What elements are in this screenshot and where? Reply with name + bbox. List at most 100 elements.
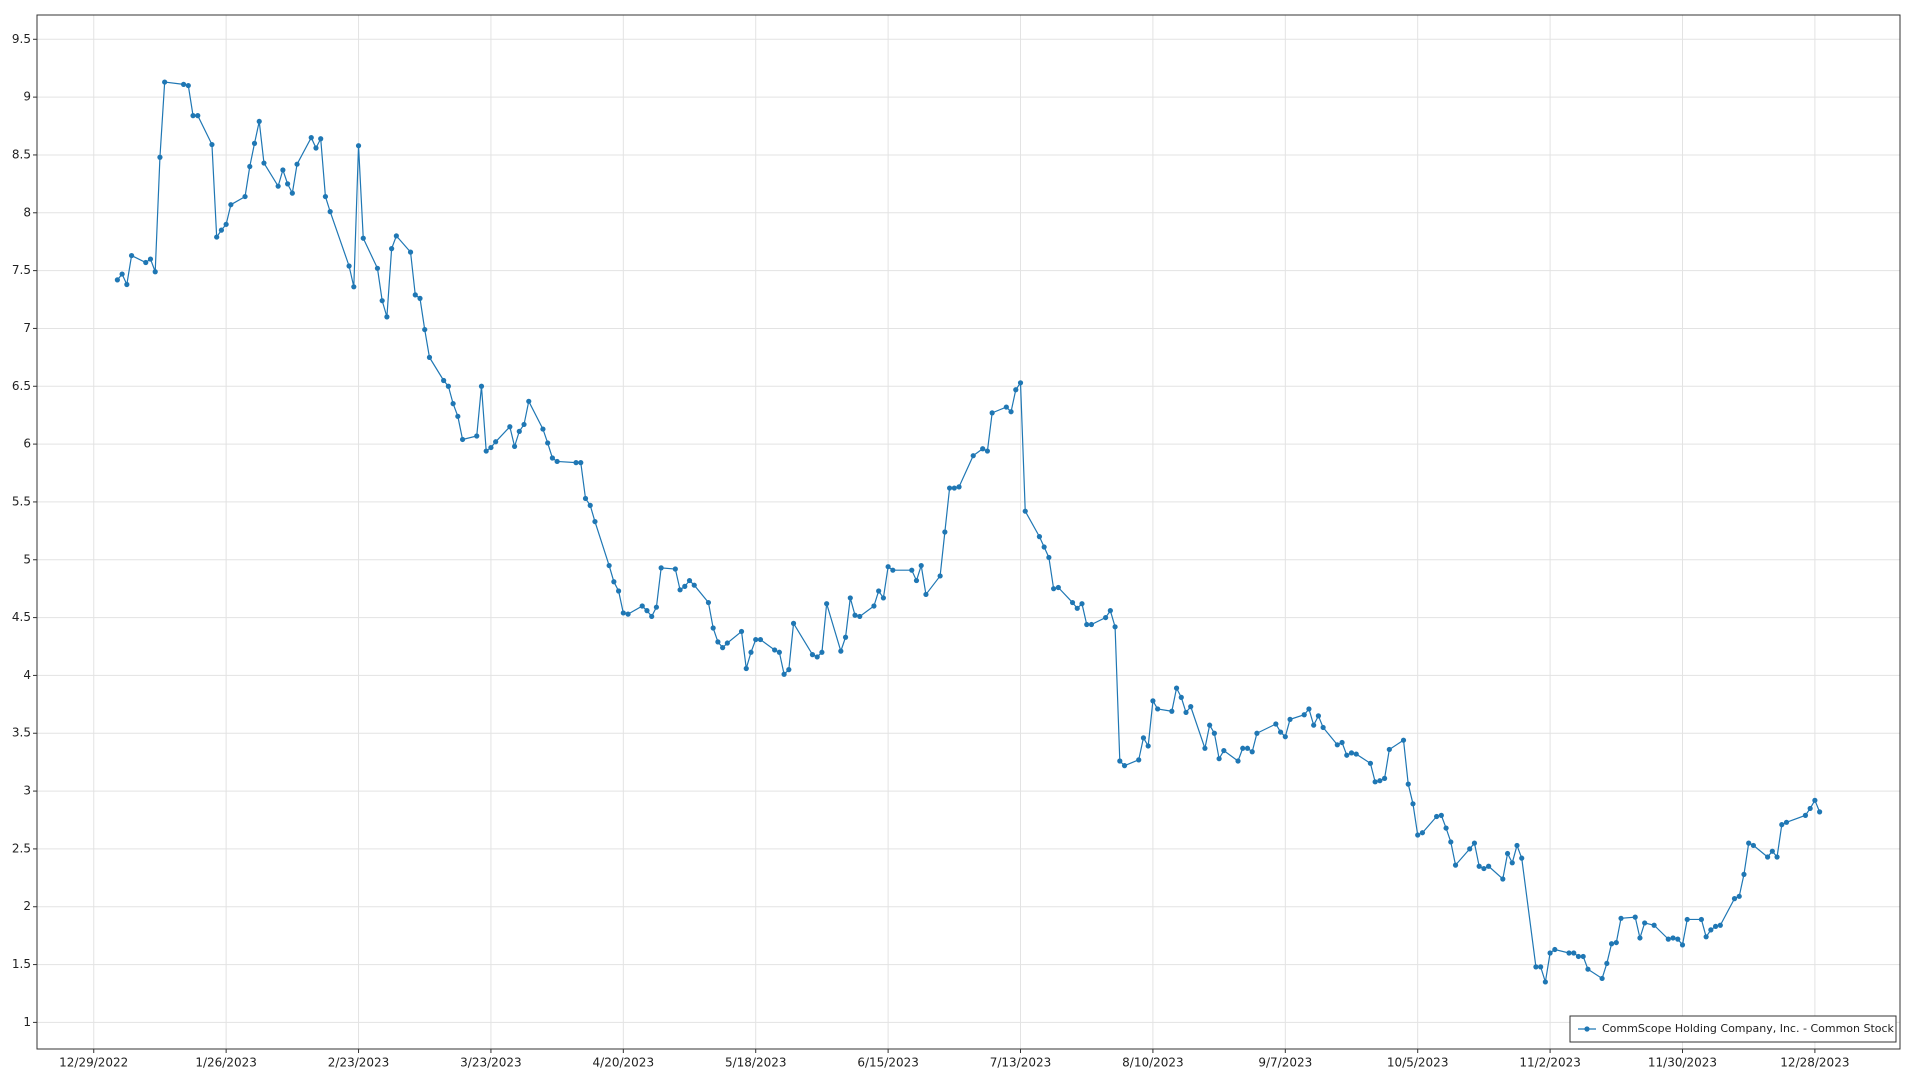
point (1013, 387, 1019, 393)
point (152, 269, 158, 275)
point (417, 295, 423, 301)
point (1169, 708, 1175, 714)
point (157, 154, 163, 160)
point (1372, 779, 1378, 785)
point (327, 209, 333, 215)
y-tick-label: 4.5 (12, 610, 31, 624)
point (720, 645, 726, 651)
point (909, 567, 915, 573)
point (1140, 735, 1147, 741)
point (1448, 839, 1454, 845)
point (1145, 743, 1151, 749)
point (374, 265, 381, 271)
point (1377, 778, 1383, 784)
point (355, 143, 362, 149)
point (1476, 863, 1482, 869)
legend-label: CommScope Holding Company, Inc. - Common… (1602, 1022, 1895, 1035)
point (620, 610, 626, 616)
point (1254, 730, 1260, 736)
point (1613, 939, 1619, 946)
point (1334, 742, 1340, 748)
point (407, 249, 414, 255)
point (1249, 749, 1255, 755)
point (185, 82, 191, 89)
point (615, 588, 622, 594)
point (1575, 953, 1582, 960)
y-tick-label: 2.5 (12, 841, 31, 855)
point (1675, 936, 1681, 942)
point (450, 401, 456, 407)
point (1566, 950, 1572, 956)
point (1188, 704, 1194, 710)
point (1509, 860, 1515, 866)
point (1017, 380, 1024, 386)
point (1698, 916, 1705, 923)
point (649, 613, 655, 620)
point (1112, 624, 1118, 630)
point (1041, 544, 1047, 550)
point (1481, 865, 1487, 872)
point (1783, 819, 1790, 825)
point (1571, 950, 1577, 956)
x-tick-label: 7/13/2023 (990, 1056, 1052, 1070)
point (318, 136, 324, 142)
point (228, 202, 234, 208)
point (1046, 554, 1052, 561)
point (459, 436, 466, 443)
point (606, 562, 612, 569)
point (507, 424, 513, 430)
point (289, 190, 295, 196)
point (715, 639, 721, 645)
x-tick-label: 8/10/2023 (1122, 1056, 1184, 1070)
point (128, 252, 135, 259)
point (1765, 854, 1771, 860)
y-tick-label: 3.5 (12, 726, 31, 740)
point (885, 564, 891, 570)
point (1717, 922, 1723, 928)
point (474, 433, 480, 439)
point (1642, 920, 1648, 926)
point (1452, 862, 1459, 868)
series (114, 79, 1823, 985)
point (1679, 942, 1686, 948)
point (1136, 757, 1142, 763)
point (280, 167, 286, 173)
point (625, 611, 631, 617)
point (790, 620, 797, 626)
point (578, 460, 584, 466)
point (738, 628, 745, 635)
point (1750, 842, 1757, 849)
point (1282, 734, 1288, 740)
y-tick-label: 6.5 (12, 379, 31, 393)
point (478, 383, 485, 389)
point (970, 453, 976, 459)
point (587, 502, 593, 508)
point (1434, 813, 1440, 820)
point (980, 446, 986, 452)
point (824, 601, 830, 607)
point (1121, 763, 1128, 769)
point (1746, 840, 1752, 846)
point (786, 667, 792, 673)
point (119, 271, 125, 277)
point (1051, 586, 1057, 592)
point (1419, 830, 1426, 836)
point (814, 654, 820, 660)
point (1069, 599, 1076, 606)
legend-box (1569, 1015, 1897, 1043)
point (1665, 936, 1671, 942)
point (143, 259, 149, 266)
point (724, 640, 730, 646)
point (1637, 935, 1643, 941)
point (1405, 781, 1411, 787)
point (1533, 964, 1539, 970)
point (1703, 934, 1709, 940)
point (1736, 893, 1742, 899)
point (526, 398, 532, 404)
point (989, 410, 995, 416)
point (776, 649, 782, 655)
y-tick-label: 4 (23, 668, 31, 682)
y-tick-label: 8 (23, 205, 31, 219)
point (842, 634, 849, 640)
